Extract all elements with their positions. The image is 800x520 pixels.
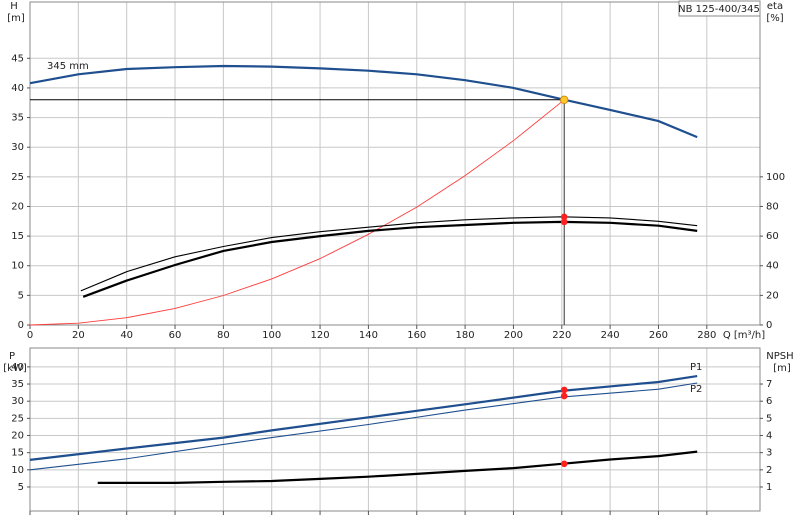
y2-tick-label: 2 [766,465,772,476]
curve-label: 345 mm [47,61,89,72]
plot-frame [29,347,761,512]
duty-marker [560,460,568,468]
x-axis-label: Q [m³/h] [723,330,765,341]
y2-tick-label: 3 [766,448,772,459]
series-line [29,64,698,139]
y2-tick-label: 60 [766,231,779,242]
y-tick-label: 30 [11,142,24,153]
x-tick-label: 60 [169,330,182,341]
series-line [80,216,698,292]
y-tick-label: 0 [18,320,24,331]
y2-axis-label: eta [767,1,783,12]
duty-marker [560,392,568,400]
series-label: P2 [690,384,702,395]
y2-tick-label: 1 [766,482,772,493]
series-line [29,375,698,461]
y2-axis-unit: [%] [766,13,783,24]
y-axis-unit: [m] [7,13,25,24]
y-tick-label: 10 [11,465,24,476]
y-tick-label: 10 [11,261,24,272]
x-tick-label: 40 [120,330,133,341]
series-line [82,220,698,298]
duty-marker [560,386,568,394]
y-tick-label: 25 [11,172,24,183]
y-axis-label: P [9,351,15,362]
x-tick-label: 220 [552,330,571,341]
y-tick-label: 5 [18,482,24,493]
series-line [29,382,698,471]
y2-tick-label: 100 [766,172,785,183]
y2-tick-label: 80 [766,201,779,212]
series-line [97,450,698,484]
x-tick-label: 180 [456,330,475,341]
x-tick-label: 260 [649,330,668,341]
x-tick-label: 160 [407,330,426,341]
operating-point [560,95,569,104]
y-tick-label: 40 [11,362,24,373]
x-tick-label: 0 [27,330,33,341]
x-tick-label: 140 [359,330,378,341]
y2-tick-label: 6 [766,396,772,407]
y2-tick-label: 40 [766,261,779,272]
duty-marker [560,213,568,221]
plot-frame [29,1,761,326]
series-line [29,99,565,326]
y-tick-label: 35 [11,113,24,124]
y2-tick-label: 0 [766,320,772,331]
x-tick-label: 280 [697,330,716,341]
y-axis-label: H [10,1,18,12]
x-tick-label: 200 [504,330,523,341]
y-tick-label: 20 [11,431,24,442]
y2-tick-label: 7 [766,379,772,390]
title-box [678,0,761,17]
x-tick-label: 80 [217,330,230,341]
y-axis-unit: [kW] [3,363,27,374]
x-tick-label: 240 [601,330,620,341]
x-tick-label: 20 [72,330,85,341]
y2-tick-label: 5 [766,413,772,424]
x-tick-label: 120 [311,330,330,341]
y-tick-label: 35 [11,379,24,390]
y-tick-label: 15 [11,448,24,459]
series-label: P1 [690,362,702,373]
y2-tick-label: 4 [766,431,772,442]
x-tick-label: 100 [262,330,281,341]
y2-axis-label: NPSH [766,351,793,362]
y-tick-label: 15 [11,231,24,242]
y-tick-label: 20 [11,201,24,212]
y2-axis-unit: [m] [773,363,791,374]
duty-marker [560,218,568,226]
y-tick-label: 5 [18,290,24,301]
chart-title: NB 125-400/345 [678,4,760,15]
y-tick-label: 30 [11,396,24,407]
y-tick-label: 25 [11,413,24,424]
y2-tick-label: 20 [766,290,779,301]
y-tick-label: 45 [11,53,24,64]
y-tick-label: 40 [11,83,24,94]
